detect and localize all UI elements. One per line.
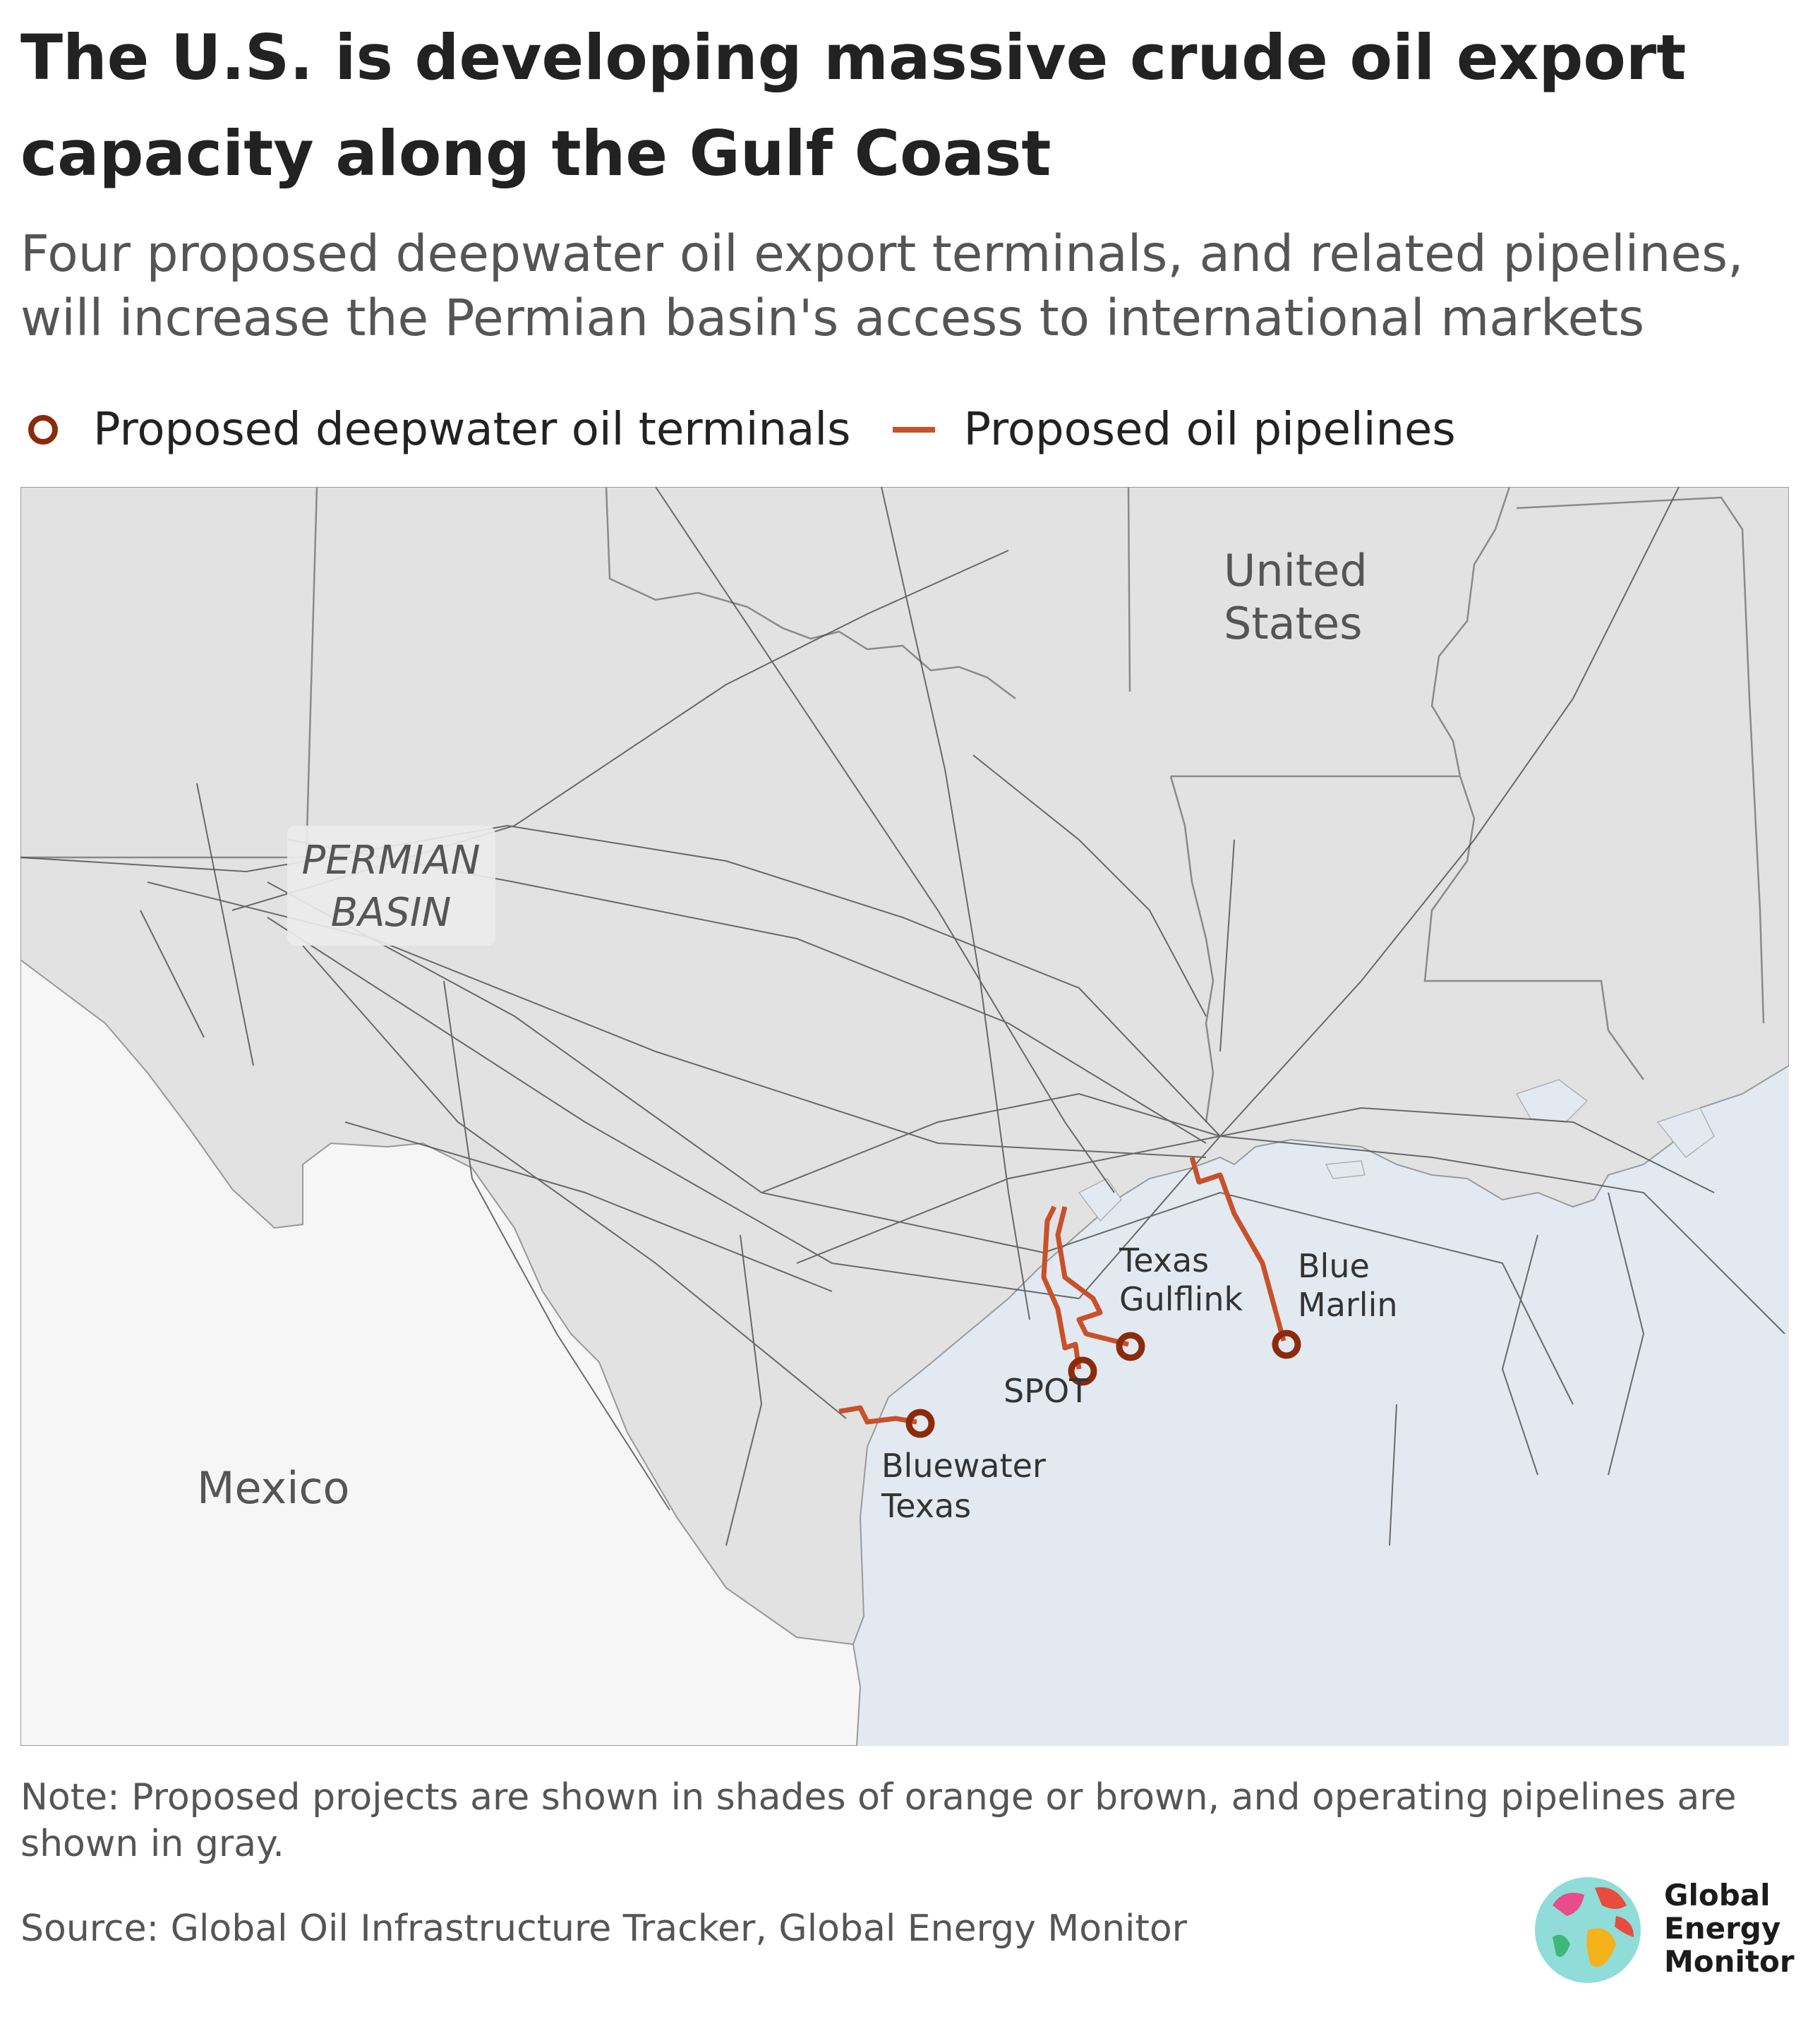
spot-terminal-icon xyxy=(1068,1356,1097,1386)
united-states-label: United xyxy=(1224,545,1368,596)
mexico-label: Mexico xyxy=(197,1462,350,1514)
bluewater-label-2: Texas xyxy=(881,1487,971,1525)
legend: Proposed deepwater oil terminals Propose… xyxy=(28,398,1456,462)
logo-line-2: Energy xyxy=(1664,1911,1781,1946)
terminal-legend-label: Proposed deepwater oil terminals xyxy=(93,404,851,456)
gulflink-pipeline xyxy=(1055,1206,1129,1347)
bluemarlin-label-2: Marlin xyxy=(1298,1286,1398,1324)
pipeline-legend-label: Proposed oil pipelines xyxy=(963,404,1456,456)
proposed-pipelines xyxy=(838,1157,1286,1425)
gulflink-label-2: Gulflink xyxy=(1119,1280,1243,1318)
bluemarlin-pipeline xyxy=(1189,1157,1286,1342)
terminal-legend-icon xyxy=(28,415,58,445)
source-text: Source: Global Oil Infrastructure Tracke… xyxy=(20,1908,1188,1950)
terminals xyxy=(905,1330,1301,1438)
gulflink-label: Texas xyxy=(1119,1241,1209,1279)
bluewater-terminal-icon xyxy=(905,1409,935,1438)
bluewater-pipeline xyxy=(838,1405,917,1425)
logo-line-1: Global xyxy=(1664,1878,1771,1912)
global-energy-monitor-logo xyxy=(1535,1877,1641,1983)
bluewater-label: Bluewater xyxy=(881,1447,1046,1485)
logo-wordmark: Global Energy Monitor xyxy=(1664,1879,1795,1978)
permian-basin-box xyxy=(287,826,495,946)
pipeline-legend-icon xyxy=(893,427,936,433)
united-states-label-2: States xyxy=(1224,598,1362,649)
bluemarlin-label: Blue xyxy=(1298,1247,1370,1285)
spot-pipeline xyxy=(1041,1205,1082,1370)
chart-subtitle: Four proposed deepwater oil export termi… xyxy=(20,224,1744,347)
chart-title: The U.S. is developing massive crude oil… xyxy=(20,21,1687,190)
spot-label: SPOT xyxy=(1004,1372,1090,1410)
state-borders xyxy=(20,487,1765,1123)
gulflink-terminal-icon xyxy=(1116,1332,1145,1361)
bluemarlin-terminal-icon xyxy=(1272,1330,1301,1359)
note-text: Note: Proposed projects are shown in sha… xyxy=(20,1776,1737,1865)
logo-line-3: Monitor xyxy=(1664,1944,1795,1979)
permian-basin-label: PERMIAN xyxy=(301,838,480,884)
gulf-coast-map: PERMIAN BASIN United States Mexico Bluew… xyxy=(20,487,1789,1746)
permian-basin-label-2: BASIN xyxy=(331,890,452,936)
coastal-water xyxy=(1078,1079,1715,1222)
